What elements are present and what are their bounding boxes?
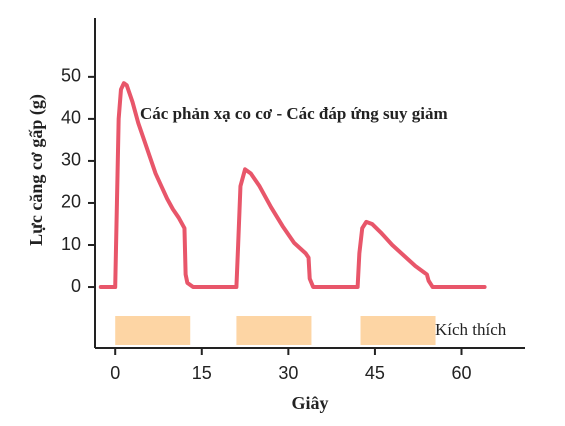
y-axis-label: Lực căng cơ gấp (g)	[26, 94, 47, 246]
y-tick-label: 50	[61, 66, 81, 86]
y-tick-label: 20	[61, 192, 81, 212]
y-tick-label: 0	[71, 276, 81, 296]
stimulus-bar	[236, 316, 312, 345]
stimulus-bar	[360, 316, 436, 345]
y-tick-label: 40	[61, 108, 81, 128]
stimulus-label: Kích thích	[435, 320, 507, 339]
annotation: Các phản xạ co cơ - Các đáp ứng suy giảm	[140, 104, 448, 123]
tension-line	[98, 81, 487, 290]
y-tick-label: 30	[61, 150, 81, 170]
x-axis-label: Giây	[291, 393, 328, 413]
x-tick-label: 0	[110, 363, 120, 383]
x-tick-label: 30	[278, 363, 298, 383]
y-tick-label: 10	[61, 234, 81, 254]
x-tick-label: 45	[365, 363, 385, 383]
x-tick-label: 15	[192, 363, 212, 383]
stimulus-bar	[115, 316, 191, 345]
x-tick-label: 60	[451, 363, 471, 383]
